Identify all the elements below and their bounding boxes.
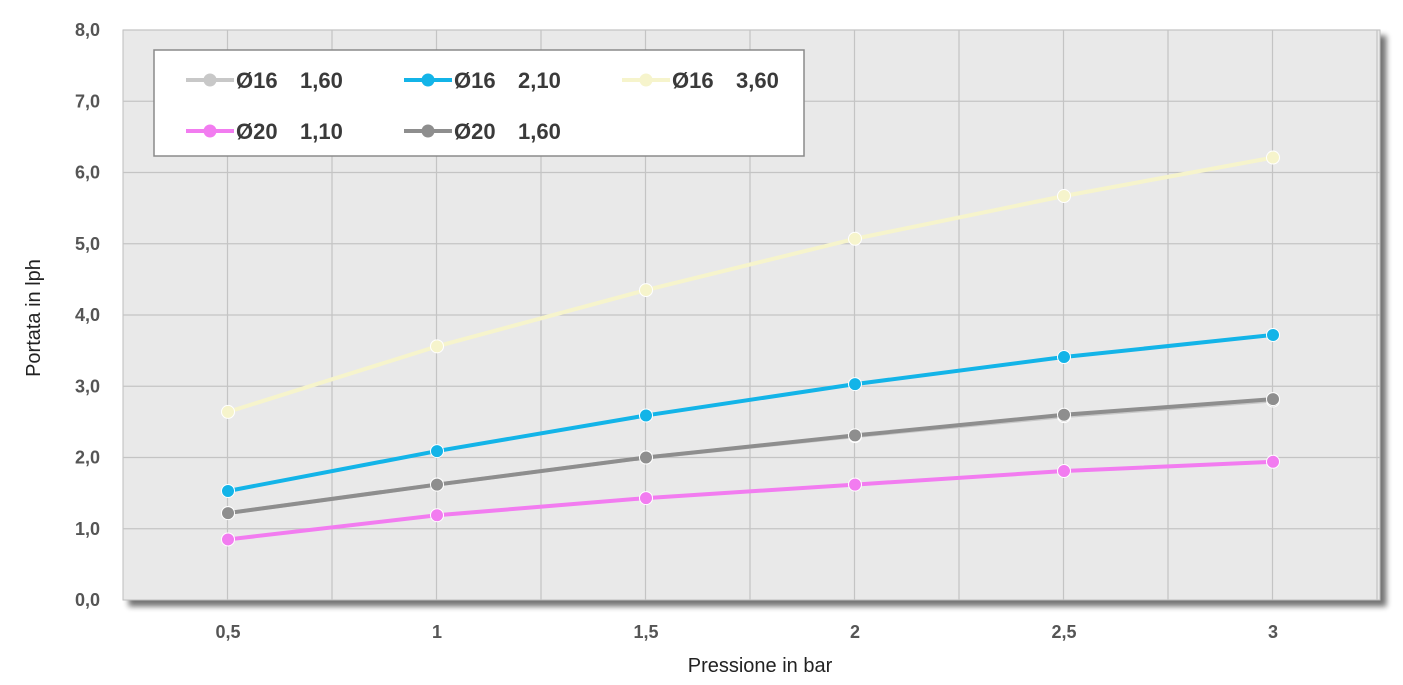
data-point bbox=[221, 483, 235, 498]
series-line bbox=[227, 155, 1274, 414]
y-tick-label: 7,0 bbox=[75, 91, 100, 111]
legend-value: 1,60 bbox=[518, 119, 561, 144]
legend-swatch-marker bbox=[203, 73, 217, 87]
legend-label: Ø20 bbox=[236, 119, 278, 144]
legend-swatch-marker bbox=[421, 73, 435, 87]
y-axis: 0,0 1,0 2,0 3,0 4,0 5,0 6,0 7,0 8,0 bbox=[75, 20, 100, 610]
data-point bbox=[430, 477, 444, 492]
y-tick-label: 3,0 bbox=[75, 376, 100, 396]
data-point bbox=[1266, 454, 1280, 469]
legend-entry: Ø20 1,10 bbox=[186, 119, 343, 144]
data-point bbox=[639, 283, 653, 298]
legend-value: 1,60 bbox=[300, 68, 343, 93]
data-point bbox=[221, 506, 235, 521]
data-point bbox=[430, 444, 444, 459]
y-tick-label: 5,0 bbox=[75, 234, 100, 254]
x-tick-label: 0,5 bbox=[215, 622, 240, 642]
legend-swatch-marker bbox=[639, 73, 653, 87]
x-tick-label: 1,5 bbox=[633, 622, 658, 642]
y-tick-label: 0,0 bbox=[75, 590, 100, 610]
data-point bbox=[1057, 189, 1071, 204]
series-layer bbox=[221, 150, 1280, 547]
legend-entry: Ø16 1,60 bbox=[186, 68, 343, 93]
data-point bbox=[1266, 327, 1280, 342]
legend-value: 1,10 bbox=[300, 119, 343, 144]
y-tick-label: 2,0 bbox=[75, 448, 100, 468]
legend-swatch-marker bbox=[421, 124, 435, 138]
series-3 bbox=[221, 150, 1280, 419]
legend-swatch-marker bbox=[203, 124, 217, 138]
y-tick-label: 4,0 bbox=[75, 305, 100, 325]
x-axis-title: Pressione in bar bbox=[688, 655, 833, 677]
data-point bbox=[639, 450, 653, 465]
legend-label: Ø20 bbox=[454, 119, 496, 144]
legend-label: Ø16 bbox=[236, 68, 278, 93]
legend-entry: Ø16 3,60 bbox=[622, 68, 779, 93]
y-tick-label: 6,0 bbox=[75, 163, 100, 183]
series-line bbox=[227, 332, 1274, 493]
y-tick-label: 1,0 bbox=[75, 519, 100, 539]
x-tick-label: 2,5 bbox=[1051, 622, 1076, 642]
series-5 bbox=[221, 392, 1280, 521]
x-tick-label: 2 bbox=[850, 622, 860, 642]
data-point bbox=[848, 377, 862, 392]
series-4 bbox=[221, 454, 1280, 547]
data-point bbox=[639, 408, 653, 423]
data-point bbox=[1266, 150, 1280, 165]
legend-value: 3,60 bbox=[736, 68, 779, 93]
data-point bbox=[221, 532, 235, 547]
y-tick-label: 8,0 bbox=[75, 20, 100, 40]
x-axis: 0,5 1 1,5 2 2,5 3 bbox=[215, 622, 1278, 642]
series-line bbox=[227, 397, 1274, 516]
data-point bbox=[1057, 407, 1071, 422]
data-point bbox=[221, 404, 235, 419]
data-point bbox=[848, 231, 862, 246]
x-tick-label: 3 bbox=[1268, 622, 1278, 642]
legend-label: Ø16 bbox=[454, 68, 496, 93]
data-point bbox=[848, 428, 862, 443]
legend: Ø16 1,60 Ø16 2,10 Ø16 3,60 Ø20 1,10 Ø20 1,60 bbox=[153, 49, 805, 157]
data-point bbox=[1057, 464, 1071, 479]
series-line bbox=[227, 459, 1274, 542]
legend-entry: Ø20 1,60 bbox=[404, 119, 561, 144]
data-point bbox=[430, 508, 444, 523]
legend-box bbox=[153, 49, 805, 157]
data-point bbox=[430, 339, 444, 354]
y-axis-title: Portata in lph bbox=[23, 259, 45, 377]
legend-label: Ø16 bbox=[672, 68, 714, 93]
series-2 bbox=[221, 327, 1280, 498]
data-point bbox=[1266, 392, 1280, 407]
data-point bbox=[848, 477, 862, 492]
data-point bbox=[1057, 350, 1071, 365]
data-point bbox=[639, 491, 653, 506]
x-tick-label: 1 bbox=[432, 622, 442, 642]
legend-entry: Ø16 2,10 bbox=[404, 68, 561, 93]
legend-value: 2,10 bbox=[518, 68, 561, 93]
